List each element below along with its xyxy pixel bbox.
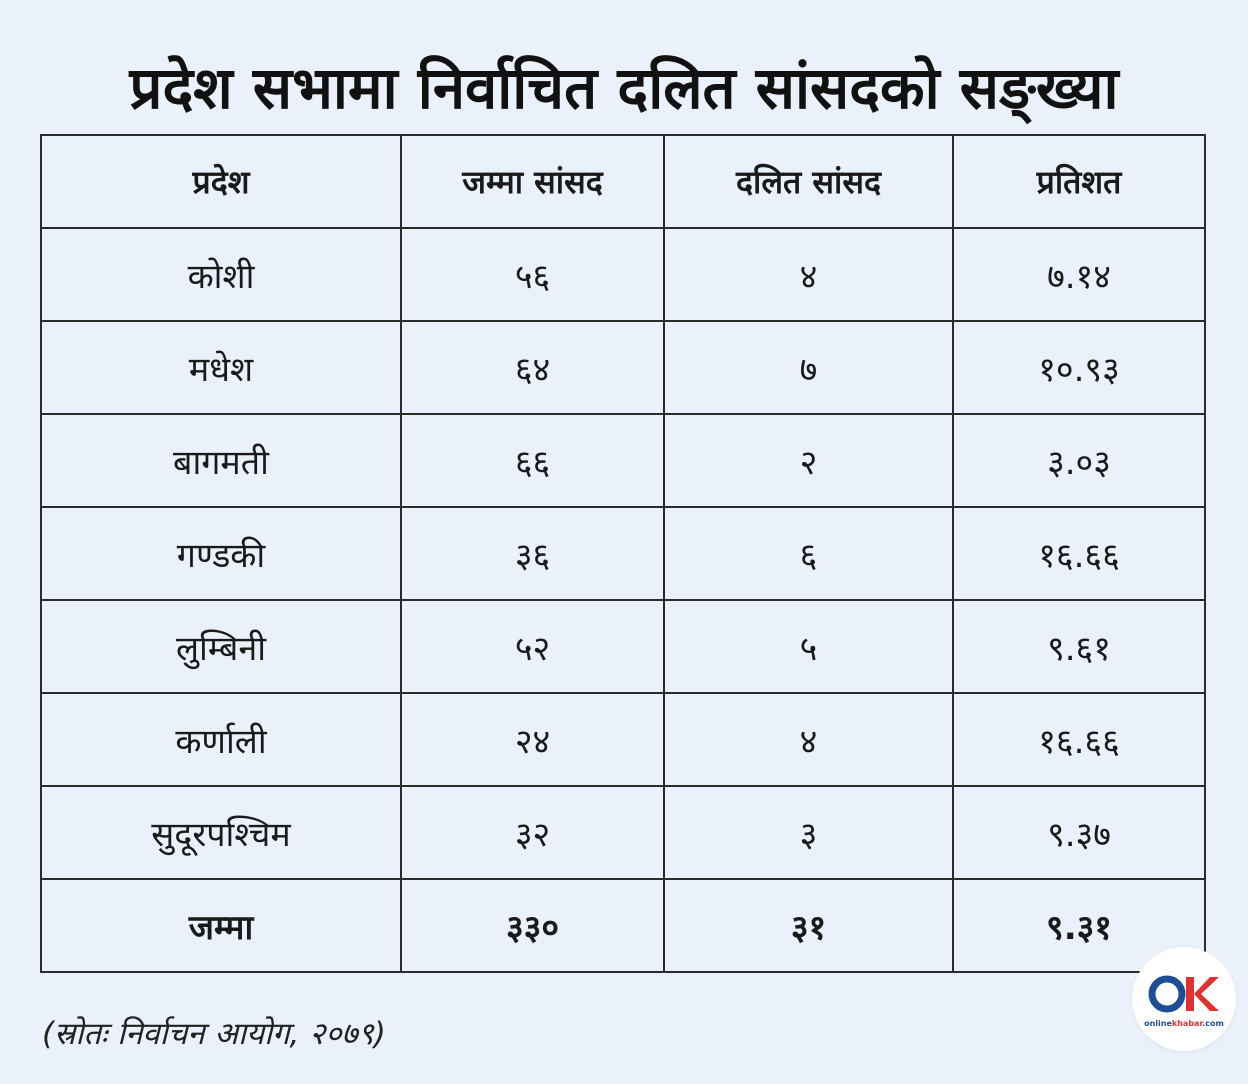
header-percentage: प्रतिशत: [952, 134, 1206, 229]
table-row: सुदूरपश्चिम ३२ ३ ९.३७: [40, 785, 1206, 880]
table-row: गण्डकी ३६ ६ १६.६६: [40, 506, 1206, 601]
cell-province: मधेश: [40, 320, 402, 415]
cell-percentage: ७.१४: [952, 227, 1206, 322]
cell-dalit-mps: ४: [663, 692, 954, 787]
cell-dalit-mps: २: [663, 413, 954, 508]
header-province: प्रदेश: [40, 134, 402, 229]
table-total-row: जम्मा ३३० ३१ ९.३१: [40, 878, 1206, 973]
total-dalit-mps-value: ३१: [663, 878, 954, 973]
cell-total-mps: ६४: [400, 320, 665, 415]
logo-wordmark-prefix: online: [1144, 1019, 1172, 1028]
cell-dalit-mps: ३: [663, 785, 954, 880]
cell-dalit-mps: ५: [663, 599, 954, 694]
cell-province: कर्णाली: [40, 692, 402, 787]
cell-total-mps: ५६: [400, 227, 665, 322]
table-row: मधेश ६४ ७ १०.९३: [40, 320, 1206, 415]
cell-province: गण्डकी: [40, 506, 402, 601]
cell-percentage: १६.६६: [952, 692, 1206, 787]
table-row: लुम्बिनी ५२ ५ ९.६१: [40, 599, 1206, 694]
cell-total-mps: ३२: [400, 785, 665, 880]
logo-wordmark-suffix: .com: [1202, 1019, 1224, 1028]
ok-logo-icon: [1148, 975, 1219, 1013]
page-title: प्रदेश सभामा निर्वाचित दलित सांसदको सङ्ख…: [129, 54, 1119, 122]
cell-province: कोशी: [40, 227, 402, 322]
cell-total-mps: ६६: [400, 413, 665, 508]
header-total-mps: जम्मा सांसद: [400, 134, 665, 229]
total-mps-value: ३३०: [400, 878, 665, 973]
cell-province: सुदूरपश्चिम: [40, 785, 402, 880]
cell-dalit-mps: ६: [663, 506, 954, 601]
cell-total-mps: २४: [400, 692, 665, 787]
logo-wordmark: onlinekhabar.com: [1142, 1019, 1226, 1029]
cell-percentage: ९.३७: [952, 785, 1206, 880]
table-header-row: प्रदेश जम्मा सांसद दलित सांसद प्रतिशत: [40, 134, 1206, 229]
source-note: (स्रोतः निर्वाचन आयोग, २०७९): [42, 1016, 386, 1052]
header-dalit-mps: दलित सांसद: [663, 134, 954, 229]
table-row: कोशी ५६ ४ ७.१४: [40, 227, 1206, 322]
dalit-mp-table: प्रदेश जम्मा सांसद दलित सांसद प्रतिशत को…: [40, 134, 1206, 973]
table-row: बागमती ६६ २ ३.०३: [40, 413, 1206, 508]
table-row: कर्णाली २४ ४ १६.६६: [40, 692, 1206, 787]
cell-total-mps: ५२: [400, 599, 665, 694]
cell-province: बागमती: [40, 413, 402, 508]
cell-dalit-mps: ४: [663, 227, 954, 322]
total-label: जम्मा: [40, 878, 402, 973]
cell-percentage: ९.६१: [952, 599, 1206, 694]
cell-percentage: १०.९३: [952, 320, 1206, 415]
cell-percentage: ३.०३: [952, 413, 1206, 508]
onlinekhabar-logo: onlinekhabar.com: [1132, 947, 1236, 1051]
cell-total-mps: ३६: [400, 506, 665, 601]
cell-percentage: १६.६६: [952, 506, 1206, 601]
cell-province: लुम्बिनी: [40, 599, 402, 694]
cell-dalit-mps: ७: [663, 320, 954, 415]
logo-wordmark-highlight: khabar: [1171, 1019, 1203, 1028]
